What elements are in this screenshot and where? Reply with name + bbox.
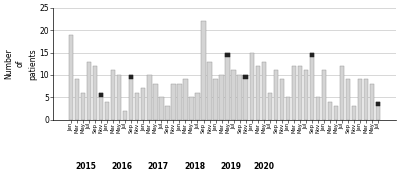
Bar <box>117 75 121 120</box>
Text: 2016: 2016 <box>112 162 133 171</box>
Bar <box>340 66 344 120</box>
Bar <box>213 80 218 120</box>
Text: 2019: 2019 <box>220 162 241 171</box>
Bar <box>250 52 254 120</box>
Bar <box>256 66 260 120</box>
Bar <box>105 102 109 120</box>
Bar <box>93 66 97 120</box>
Bar <box>201 21 206 120</box>
Bar <box>322 70 326 120</box>
Bar <box>232 70 236 120</box>
Bar <box>238 75 242 120</box>
Bar <box>280 80 284 120</box>
Text: 2020: 2020 <box>253 162 274 171</box>
Bar <box>262 61 266 120</box>
Bar <box>328 102 332 120</box>
Bar <box>364 80 368 120</box>
Bar <box>135 93 140 120</box>
Bar <box>81 93 85 120</box>
Bar <box>87 61 91 120</box>
Text: 2015: 2015 <box>76 162 96 171</box>
Bar <box>358 80 362 120</box>
Bar <box>129 75 134 120</box>
Y-axis label: Number
of
patients: Number of patients <box>4 48 37 80</box>
Bar <box>286 97 290 120</box>
Bar <box>310 52 314 120</box>
Bar <box>207 61 212 120</box>
Bar <box>226 52 230 120</box>
Bar <box>195 93 200 120</box>
Bar <box>171 84 176 120</box>
Bar <box>69 35 73 120</box>
Bar <box>376 102 380 120</box>
Bar <box>165 106 170 120</box>
Bar <box>370 84 374 120</box>
Bar <box>352 106 356 120</box>
Bar <box>183 80 188 120</box>
Bar <box>346 80 350 120</box>
Bar <box>244 75 248 120</box>
Bar <box>310 52 314 57</box>
Bar <box>189 97 194 120</box>
Bar <box>334 106 338 120</box>
Bar <box>147 75 152 120</box>
Bar <box>129 75 134 80</box>
Bar <box>268 93 272 120</box>
Text: 2017: 2017 <box>148 162 169 171</box>
Bar <box>159 97 164 120</box>
Bar <box>244 75 248 80</box>
Bar <box>141 88 146 120</box>
Bar <box>99 93 103 97</box>
Bar <box>304 70 308 120</box>
Bar <box>99 93 103 120</box>
Bar <box>220 75 224 120</box>
Bar <box>226 52 230 57</box>
Bar <box>274 70 278 120</box>
Bar <box>376 102 380 106</box>
Bar <box>75 80 79 120</box>
Bar <box>298 66 302 120</box>
Bar <box>292 66 296 120</box>
Bar <box>153 84 158 120</box>
Bar <box>177 84 182 120</box>
Bar <box>111 70 115 120</box>
Bar <box>123 111 128 120</box>
Bar <box>316 97 320 120</box>
Text: 2018: 2018 <box>184 162 205 171</box>
